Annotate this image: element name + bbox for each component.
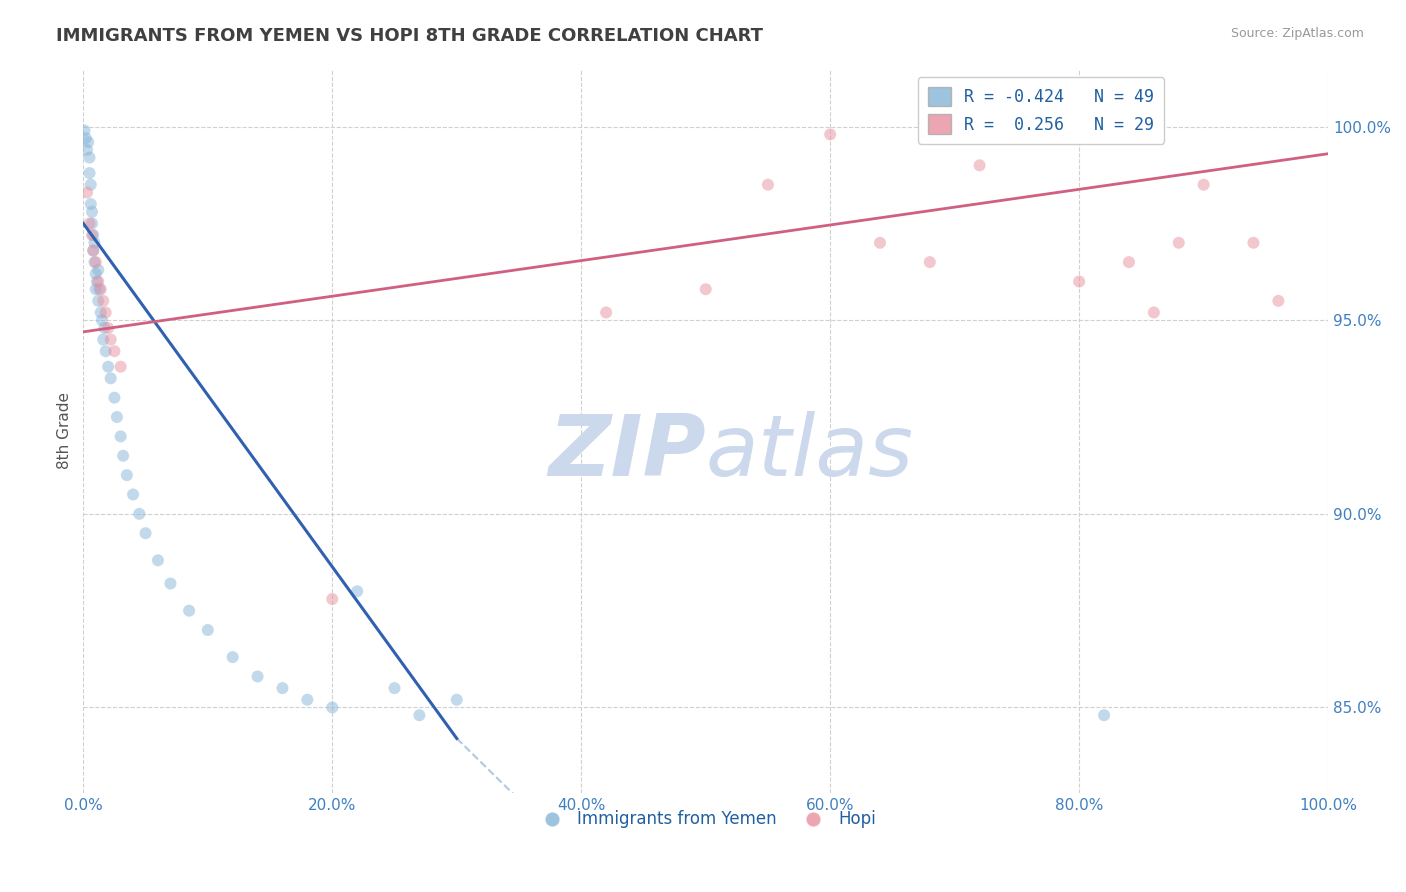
Point: [1267, 293, 1289, 308]
Point: [1192, 178, 1215, 192]
Y-axis label: 8th Grade: 8th Grade: [58, 392, 72, 469]
Point: [321, 592, 343, 607]
Point: [82, 227, 104, 242]
Point: [94, 344, 117, 359]
Point: [112, 449, 135, 463]
Text: Source: ZipAtlas.com: Source: ZipAtlas.com: [1230, 27, 1364, 40]
Point: [80, 178, 103, 192]
Point: [246, 669, 269, 683]
Point: [91, 333, 114, 347]
Point: [76, 143, 98, 157]
Point: [79, 216, 101, 230]
Point: [384, 681, 406, 695]
Point: [1018, 128, 1040, 142]
Point: [100, 333, 122, 347]
Point: [79, 166, 101, 180]
Point: [271, 681, 294, 695]
Point: [84, 255, 107, 269]
Point: [1118, 255, 1140, 269]
Point: [84, 282, 107, 296]
Point: [77, 135, 100, 149]
Point: [84, 267, 107, 281]
Point: [82, 244, 104, 258]
Point: [869, 235, 891, 250]
Point: [79, 151, 101, 165]
Point: [135, 526, 157, 541]
Point: [321, 700, 343, 714]
Point: [76, 186, 98, 200]
Point: [695, 282, 717, 296]
Text: ZIP: ZIP: [548, 411, 706, 494]
Point: [93, 321, 115, 335]
Point: [1167, 235, 1189, 250]
Point: [110, 359, 132, 374]
Point: [94, 305, 117, 319]
Point: [159, 576, 181, 591]
Point: [105, 410, 128, 425]
Point: [595, 305, 617, 319]
Point: [80, 197, 103, 211]
Text: IMMIGRANTS FROM YEMEN VS HOPI 8TH GRADE CORRELATION CHART: IMMIGRANTS FROM YEMEN VS HOPI 8TH GRADE …: [56, 27, 763, 45]
Point: [83, 255, 105, 269]
Point: [1092, 708, 1115, 723]
Point: [80, 216, 103, 230]
Point: [82, 244, 104, 258]
Point: [86, 275, 108, 289]
Text: atlas: atlas: [706, 411, 914, 494]
Point: [146, 553, 169, 567]
Point: [110, 429, 132, 443]
Point: [408, 708, 430, 723]
Point: [115, 468, 138, 483]
Point: [197, 623, 219, 637]
Point: [128, 507, 150, 521]
Point: [80, 227, 103, 242]
Point: [818, 128, 841, 142]
Point: [221, 650, 243, 665]
Point: [297, 692, 319, 706]
Point: [103, 391, 125, 405]
Point: [177, 604, 200, 618]
Point: [97, 321, 120, 335]
Point: [87, 275, 110, 289]
Point: [97, 359, 120, 374]
Point: [103, 344, 125, 359]
Point: [1069, 275, 1091, 289]
Point: [446, 692, 468, 706]
Legend: Immigrants from Yemen, Hopi: Immigrants from Yemen, Hopi: [529, 804, 883, 835]
Point: [1241, 235, 1264, 250]
Point: [89, 282, 111, 296]
Point: [83, 235, 105, 250]
Point: [75, 131, 97, 145]
Point: [91, 293, 114, 308]
Point: [73, 123, 96, 137]
Point: [100, 371, 122, 385]
Point: [90, 305, 112, 319]
Point: [969, 158, 991, 172]
Point: [87, 293, 110, 308]
Point: [91, 313, 114, 327]
Point: [122, 487, 145, 501]
Point: [80, 204, 103, 219]
Point: [756, 178, 779, 192]
Point: [346, 584, 368, 599]
Point: [918, 255, 941, 269]
Point: [87, 263, 110, 277]
Point: [1143, 305, 1166, 319]
Point: [90, 282, 112, 296]
